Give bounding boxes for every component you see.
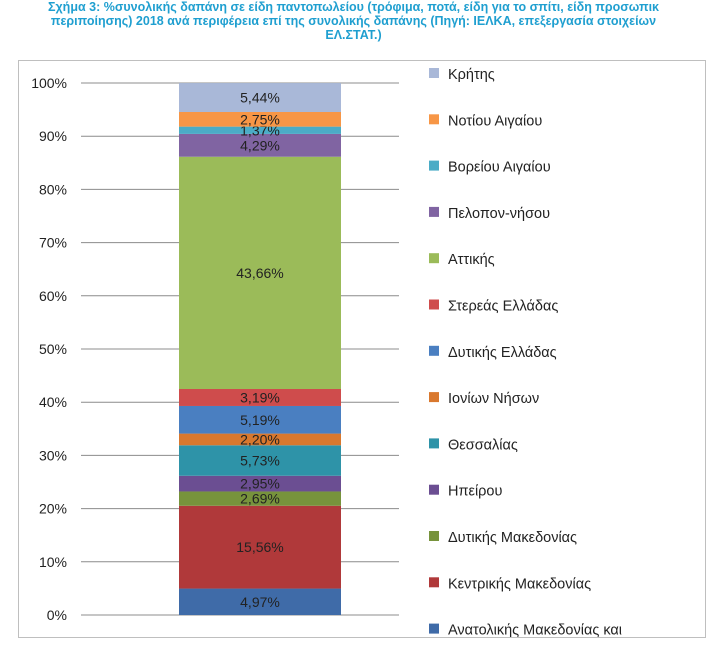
legend-swatch — [429, 531, 439, 541]
legend-label: Ανατολικής Μακεδονίας καιΘράκης — [448, 623, 622, 637]
legend-swatch — [429, 345, 439, 356]
bar-segment — [179, 433, 341, 446]
data-label: 2,75% — [240, 111, 280, 127]
data-label: 4,97% — [240, 594, 280, 610]
legend-label: Κρήτης — [448, 67, 495, 83]
y-tick-label: 90% — [39, 128, 67, 144]
bar-segment — [179, 491, 341, 506]
legend-swatch — [429, 392, 439, 403]
legend-label: Στερεάς Ελλάδας — [448, 299, 558, 315]
y-tick-label: 100% — [31, 75, 67, 91]
y-tick-label: 40% — [39, 394, 67, 410]
legend-swatch — [429, 206, 439, 217]
data-label: 2,20% — [240, 431, 280, 447]
legend-label: Νοτίου Αιγαίου — [448, 113, 542, 129]
bar-segment — [179, 588, 341, 615]
legend-label: Κεντρικής Μακεδονίας — [448, 576, 591, 592]
data-label: 4,29% — [240, 137, 280, 153]
legend-label: Ιονίων Νήσων — [448, 391, 539, 407]
legend-swatch — [429, 438, 439, 449]
legend-swatch — [429, 253, 439, 264]
legend-label: Αττικής — [448, 252, 495, 268]
legend-swatch — [429, 484, 439, 495]
y-tick-label: 80% — [39, 181, 67, 197]
y-tick-label: 30% — [39, 447, 67, 463]
bar-segment — [179, 505, 341, 589]
legend-label: Δυτικής Ελλάδας — [448, 345, 557, 361]
data-label: 5,44% — [240, 90, 280, 106]
y-tick-label: 0% — [47, 607, 67, 623]
legend-label: Ηπείρου — [448, 484, 502, 500]
legend-label: Βορείου Αιγαίου — [448, 160, 551, 176]
legend-label: Θεσσαλίας — [448, 437, 518, 453]
bar-segment — [179, 405, 341, 434]
y-tick-label: 50% — [39, 341, 67, 357]
legend-label: Δυτικής Μακεδονίας — [448, 530, 577, 546]
y-tick-label: 60% — [39, 288, 67, 304]
data-label: 5,73% — [240, 453, 280, 469]
legend-label: Πελοπον-νήσου — [448, 206, 550, 222]
bar-segment — [179, 126, 341, 134]
legend-swatch — [429, 577, 439, 588]
stacked-bar-chart: 0% 10% 20% 30% 40% 50% 60% 70% 80% 90% 100% 4,97% 15… — [31, 67, 622, 637]
data-label: 3,19% — [240, 389, 280, 405]
legend-swatch — [429, 68, 439, 78]
data-label: 2,69% — [240, 491, 280, 507]
data-label: 2,95% — [240, 476, 280, 492]
bar-segment — [179, 83, 341, 112]
y-tick-label: 10% — [39, 554, 67, 570]
legend-swatch — [429, 160, 439, 171]
bar-segment — [179, 445, 341, 476]
chart-title-line-3: ΕΛ.ΣΤΑΤ.) — [325, 28, 382, 42]
y-tick-label: 70% — [39, 235, 67, 251]
data-label: 43,66% — [236, 265, 283, 281]
chart-area: 0% 10% 20% 30% 40% 50% 60% 70% 80% 90% 100% 4,97% 15… — [18, 60, 706, 638]
bar-segment — [179, 133, 341, 157]
bar-segment — [179, 156, 341, 390]
legend-swatch — [429, 299, 439, 310]
bar-segment — [179, 111, 341, 127]
data-label: 15,56% — [236, 539, 283, 555]
data-label: 5,19% — [240, 412, 280, 428]
bar-segment — [179, 475, 341, 492]
bar-segment — [179, 389, 341, 406]
chart-title-line-1: Σχήμα 3: %συνολικής δαπάνη σε είδη παντο… — [47, 0, 660, 14]
chart-title-line-2: περιποίησης) 2018 ανά περιφέρεια επί της… — [50, 14, 657, 28]
chart-title: Σχήμα 3: %συνολικής δαπάνη σε είδη παντο… — [0, 0, 707, 42]
legend-swatch — [429, 114, 439, 125]
y-tick-label: 20% — [39, 501, 67, 517]
legend-swatch — [429, 623, 439, 634]
